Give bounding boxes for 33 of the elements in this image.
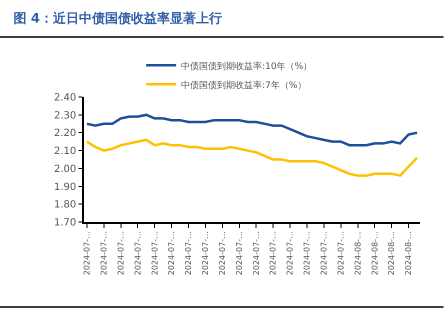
chart-title: 图 4：近日中债国债收益率显著上行 — [13, 10, 222, 26]
y-tick-label: 1.90 — [54, 182, 76, 193]
x-tick-label: 2024-07-… — [252, 230, 261, 276]
y-tick-label: 2.30 — [54, 110, 76, 122]
x-tick-label: 2024-07-… — [133, 230, 142, 276]
x-tick-label: 2024-07-… — [234, 230, 244, 276]
y-tick-label: 2.40 — [54, 92, 76, 104]
x-tick-label: 2024-07-… — [82, 230, 92, 276]
x-tick-label: 2024-07-… — [150, 230, 160, 276]
x-tick-label: 2024-07-… — [302, 230, 312, 276]
line-series — [86, 138, 418, 177]
line-series — [86, 114, 418, 146]
x-tick-label: 2024-08-… — [387, 230, 396, 276]
x-tick-label: 2024-07-… — [201, 230, 210, 276]
x-tick-label: 2024-08-… — [353, 230, 362, 276]
y-tick-label: 2.20 — [54, 128, 76, 140]
y-tick-label: 1.80 — [54, 200, 76, 211]
x-tick-label: 2024-07-… — [218, 230, 227, 276]
x-tick-label: 2024-07-… — [167, 230, 176, 276]
x-tick-label: 2024-07-… — [320, 230, 329, 276]
x-tick-label: 2024-07-… — [268, 230, 278, 276]
legend-label: 中债国债到期收益率:10年（%） — [181, 60, 312, 72]
x-tick-label: 2024-07-… — [99, 230, 108, 276]
legend-label: 中债国债到期收益率:7年（%） — [181, 80, 306, 91]
x-tick-label: 2024-07-… — [184, 230, 194, 276]
y-tick-label: 2.00 — [54, 164, 76, 175]
x-tick-label: 2024-07-… — [116, 230, 126, 276]
y-tick-label: 2.10 — [54, 146, 76, 158]
y-tick-label: 1.70 — [54, 218, 76, 228]
x-tick-label: 2024-07-… — [286, 230, 295, 276]
x-tick-label: 2024-07-… — [336, 230, 346, 276]
x-tick-label: 2024-08-… — [370, 230, 380, 276]
x-tick-label: 2024-08-… — [404, 230, 414, 276]
